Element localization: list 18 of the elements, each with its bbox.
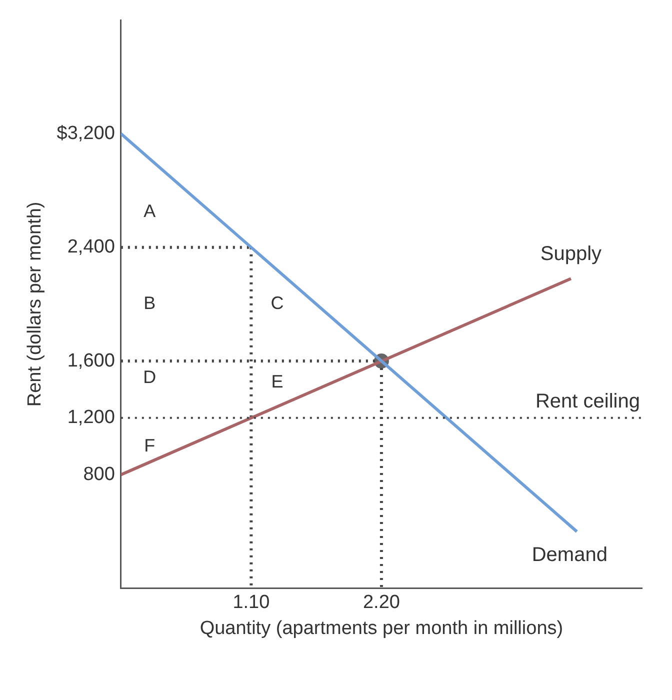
series-label: Demand — [532, 544, 608, 566]
x-tick-label: 1.10 — [232, 592, 270, 614]
x-axis-title: Quantity (apartments per month in millions) — [200, 618, 564, 639]
annotation: F — [144, 435, 156, 456]
y-tick-label: 1,600 — [67, 350, 115, 372]
y-tick-label: 2,400 — [67, 236, 115, 258]
annotation: C — [270, 293, 284, 314]
ref-line-label: Rent ceiling — [535, 390, 640, 412]
y-tick-label: 800 — [83, 464, 115, 485]
annotation: D — [143, 367, 156, 388]
annotation: B — [144, 293, 156, 314]
y-tick-label: $3,200 — [56, 122, 115, 144]
series-label: Supply — [540, 243, 602, 266]
y-tick-label: 1,200 — [67, 407, 115, 428]
y-axis-title: Rent (dollars per month) — [24, 202, 46, 407]
x-tick-label: 2.20 — [362, 592, 400, 614]
annotation: E — [271, 372, 284, 392]
annotation: A — [144, 201, 156, 222]
